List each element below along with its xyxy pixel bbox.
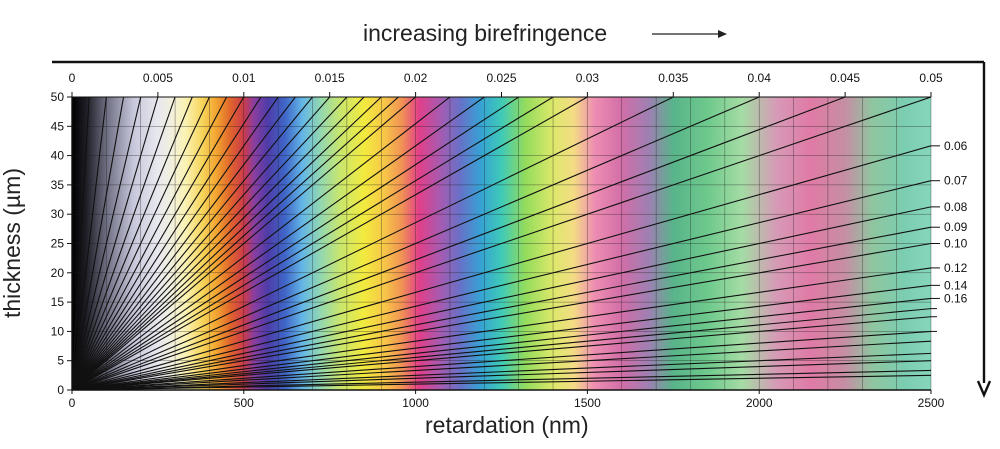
birefringence-line	[72, 226, 931, 390]
right-label: 0.12	[944, 261, 968, 275]
right-label: 0.16	[944, 291, 968, 305]
right-label: 0.08	[944, 200, 968, 214]
y-tick-label: 0	[57, 383, 64, 397]
x-tick-label: 2000	[746, 396, 773, 410]
y-tick-label: 15	[51, 295, 65, 309]
birefringence-lines	[72, 97, 931, 390]
top-label: increasing birefringence	[363, 20, 607, 46]
birefringence-line	[72, 97, 107, 390]
top-tick-label: 0.045	[830, 71, 860, 85]
top-tick-label: 0.03	[576, 71, 600, 85]
y-tick-label: 20	[51, 266, 65, 280]
top-tick-label: 0.005	[143, 71, 173, 85]
frame-arrow	[52, 60, 992, 399]
birefringence-line	[72, 97, 176, 390]
birefringence-line	[72, 97, 674, 390]
right-label: 0.10	[944, 237, 968, 251]
x-tick-label: 2500	[918, 396, 945, 410]
top-tick-label: 0.025	[486, 71, 516, 85]
x-axis-label: retardation (nm)	[425, 412, 589, 438]
y-tick-label: 10	[51, 324, 65, 338]
x-tick-label: 0	[69, 396, 76, 410]
birefringence-line	[72, 284, 931, 390]
birefringence-line	[72, 97, 228, 390]
birefringence-line	[72, 340, 931, 390]
birefringence-line	[72, 97, 279, 390]
birefringence-line	[72, 308, 931, 390]
top-arrow	[652, 30, 727, 38]
top-tick-labels: 0 0.005 0.01 0.015 0.02 0.025 0.03 0.035 0.04 0.0…	[69, 71, 943, 97]
birefringence-line	[72, 206, 931, 390]
x-tick-label: 1500	[574, 396, 601, 410]
birefringence-line	[72, 97, 931, 390]
birefringence-line	[72, 374, 931, 390]
y-tick-label: 45	[51, 119, 65, 133]
x-tick-labels: 0 500 1000 1500 2000 2500	[69, 390, 945, 410]
right-label: 0.06	[944, 139, 968, 153]
birefringence-line	[72, 97, 485, 390]
birefringence-line	[72, 97, 399, 390]
birefringence-line	[72, 242, 931, 390]
birefringence-line	[72, 97, 588, 390]
birefringence-line	[72, 97, 296, 390]
birefringence-line	[72, 97, 760, 390]
top-tick-label: 0.015	[315, 71, 345, 85]
birefringence-line	[72, 145, 931, 390]
y-tick-label: 50	[51, 90, 65, 104]
birefringence-line	[72, 97, 159, 390]
birefringence-line	[72, 97, 554, 390]
birefringence-line	[72, 97, 382, 390]
right-label: 0.07	[944, 174, 968, 188]
birefringence-line	[72, 97, 365, 390]
top-tick-label: 0	[69, 71, 76, 85]
birefringence-line	[72, 369, 931, 390]
birefringence-line	[72, 97, 313, 390]
birefringence-line	[72, 297, 931, 390]
birefringence-line	[72, 360, 931, 390]
birefringence-line	[72, 97, 348, 390]
x-tick-label: 500	[234, 396, 254, 410]
y-tick-label: 25	[51, 237, 65, 251]
y-tick-label: 30	[51, 207, 65, 221]
top-tick-label: 0.02	[404, 71, 428, 85]
birefringence-line	[72, 316, 931, 390]
top-tick-label: 0.05	[919, 71, 943, 85]
birefringence-line	[72, 97, 846, 390]
right-birefringence-labels: 0.06 0.07 0.08 0.09 0.10 0.12 0.140.16	[931, 139, 968, 332]
y-tick-label: 5	[57, 354, 64, 368]
y-tick-label: 35	[51, 178, 65, 192]
birefringence-line	[72, 352, 931, 390]
birefringence-line	[72, 97, 142, 390]
birefringence-line	[72, 97, 519, 390]
top-tick-label: 0.04	[748, 71, 772, 85]
birefringence-line	[72, 97, 210, 390]
birefringence-line	[72, 330, 931, 390]
y-tick-label: 40	[51, 149, 65, 163]
birefringence-line	[72, 97, 416, 390]
x-tick-label: 1000	[402, 396, 429, 410]
birefringence-line	[72, 97, 193, 390]
y-tick-labels: 0 5 10 15 20 25 30 35 40 45 50	[51, 90, 72, 397]
birefringence-line	[72, 267, 931, 390]
birefringence-line	[72, 97, 90, 390]
birefringence-line	[72, 97, 125, 390]
top-tick-label: 0.01	[232, 71, 256, 85]
right-label: 0.14	[944, 278, 968, 292]
birefringence-line	[72, 97, 451, 390]
birefringence-line	[72, 97, 262, 390]
birefringence-line	[72, 97, 331, 390]
right-label: 0.09	[944, 220, 968, 234]
top-tick-label: 0.035	[658, 71, 688, 85]
birefringence-line	[72, 97, 245, 390]
birefringence-line	[72, 180, 931, 390]
y-axis-label: thickness (µm)	[0, 168, 25, 318]
